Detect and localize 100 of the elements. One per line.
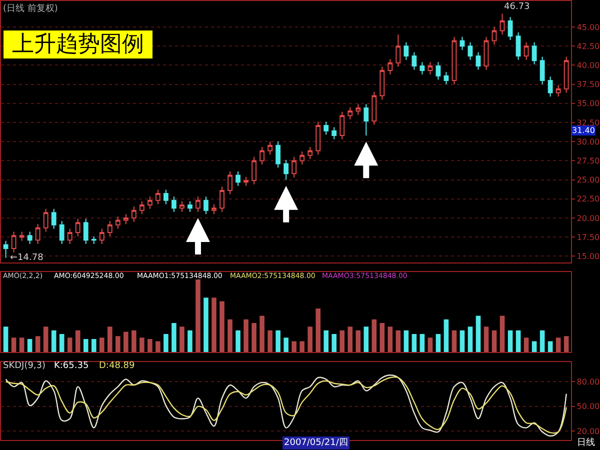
bar	[220, 301, 224, 352]
candlestick	[508, 16, 513, 40]
candlestick	[204, 196, 208, 215]
candlestick	[91, 236, 96, 244]
bar	[108, 326, 112, 352]
text: 日线	[577, 437, 595, 448]
y-tick-label: 27.50	[576, 156, 600, 166]
bar	[540, 330, 545, 352]
bar	[564, 336, 569, 352]
annotation: D:48.89	[99, 361, 135, 371]
annotation: K:65.35	[54, 361, 89, 371]
candlestick	[139, 200, 144, 215]
bar	[99, 338, 104, 352]
candlestick	[412, 52, 417, 70]
candlestick	[308, 146, 313, 160]
bar	[420, 334, 425, 352]
bar	[75, 330, 80, 352]
bar	[83, 339, 88, 352]
bar	[124, 332, 128, 352]
bar	[372, 319, 377, 352]
candlestick	[212, 204, 216, 215]
candlestick	[300, 151, 305, 166]
candlestick	[516, 32, 521, 60]
candlestick	[380, 66, 385, 100]
bar	[51, 330, 56, 352]
bar	[516, 330, 521, 352]
bar	[484, 326, 489, 352]
bar	[356, 330, 361, 352]
annotation: 2007/05/21/四	[284, 438, 348, 448]
candlestick	[59, 220, 64, 244]
candlestick	[356, 104, 361, 116]
bar	[340, 330, 345, 352]
bar	[164, 334, 168, 352]
candlestick	[228, 170, 232, 195]
candlestick	[340, 111, 345, 140]
candlestick	[268, 141, 273, 156]
candlestick	[484, 36, 489, 70]
candlestick	[115, 216, 120, 230]
y-tick-label: 17.50	[576, 232, 600, 242]
y-tick-label: 35.00	[576, 99, 600, 108]
candlestick	[180, 200, 184, 212]
candlestick	[163, 189, 168, 205]
candlestick	[147, 196, 152, 210]
candlestick	[364, 104, 369, 136]
candlestick	[188, 200, 192, 212]
bar	[428, 338, 433, 352]
bar	[196, 279, 200, 352]
candlestick	[348, 106, 353, 120]
bar	[260, 316, 264, 352]
annotation: ←14.78	[10, 253, 44, 263]
bar	[188, 330, 192, 352]
bar	[27, 339, 32, 352]
bar	[500, 316, 505, 352]
bar	[284, 338, 288, 352]
candlestick	[420, 62, 425, 75]
candlestick	[3, 240, 8, 258]
candlestick	[99, 228, 104, 244]
candlestick	[428, 62, 433, 75]
candlestick	[252, 156, 256, 185]
bar	[19, 338, 24, 352]
bar	[35, 336, 40, 352]
y-tick-label: 20.00	[576, 426, 600, 436]
candlestick	[332, 126, 337, 140]
candlestick	[468, 42, 473, 60]
candlestick	[404, 42, 409, 60]
candlestick	[492, 26, 497, 46]
bar	[91, 339, 96, 352]
bar	[228, 319, 232, 352]
bar	[460, 330, 465, 352]
bar	[276, 330, 280, 352]
candlestick	[284, 159, 289, 180]
candlestick	[388, 58, 393, 75]
y-tick-label: 15.00	[576, 252, 600, 262]
candlestick	[564, 56, 569, 94]
text: 上升趋势图例	[5, 32, 151, 57]
bar	[308, 326, 312, 352]
candlestick	[43, 208, 48, 232]
candlestick	[107, 220, 112, 237]
candlestick	[452, 36, 457, 85]
bar	[43, 326, 48, 352]
bar	[412, 334, 417, 352]
annotation: SKDJ(9,3)	[3, 361, 46, 371]
bar	[444, 319, 449, 352]
bar	[300, 341, 304, 352]
bar	[3, 326, 8, 352]
bar	[140, 338, 144, 352]
candlestick	[524, 42, 529, 60]
candlestick	[260, 146, 265, 166]
y-tick-label: 45.00	[576, 22, 600, 32]
candlestick	[51, 208, 56, 230]
bar	[532, 341, 537, 352]
bar	[364, 326, 369, 352]
bar	[244, 319, 248, 352]
y-tick-label: 37.50	[576, 80, 600, 90]
candlestick	[131, 206, 136, 222]
candlestick	[244, 176, 248, 186]
candlestick	[476, 52, 481, 70]
y-tick-label: 50.00	[576, 402, 600, 412]
bar	[116, 336, 120, 352]
candlestick	[276, 141, 281, 168]
